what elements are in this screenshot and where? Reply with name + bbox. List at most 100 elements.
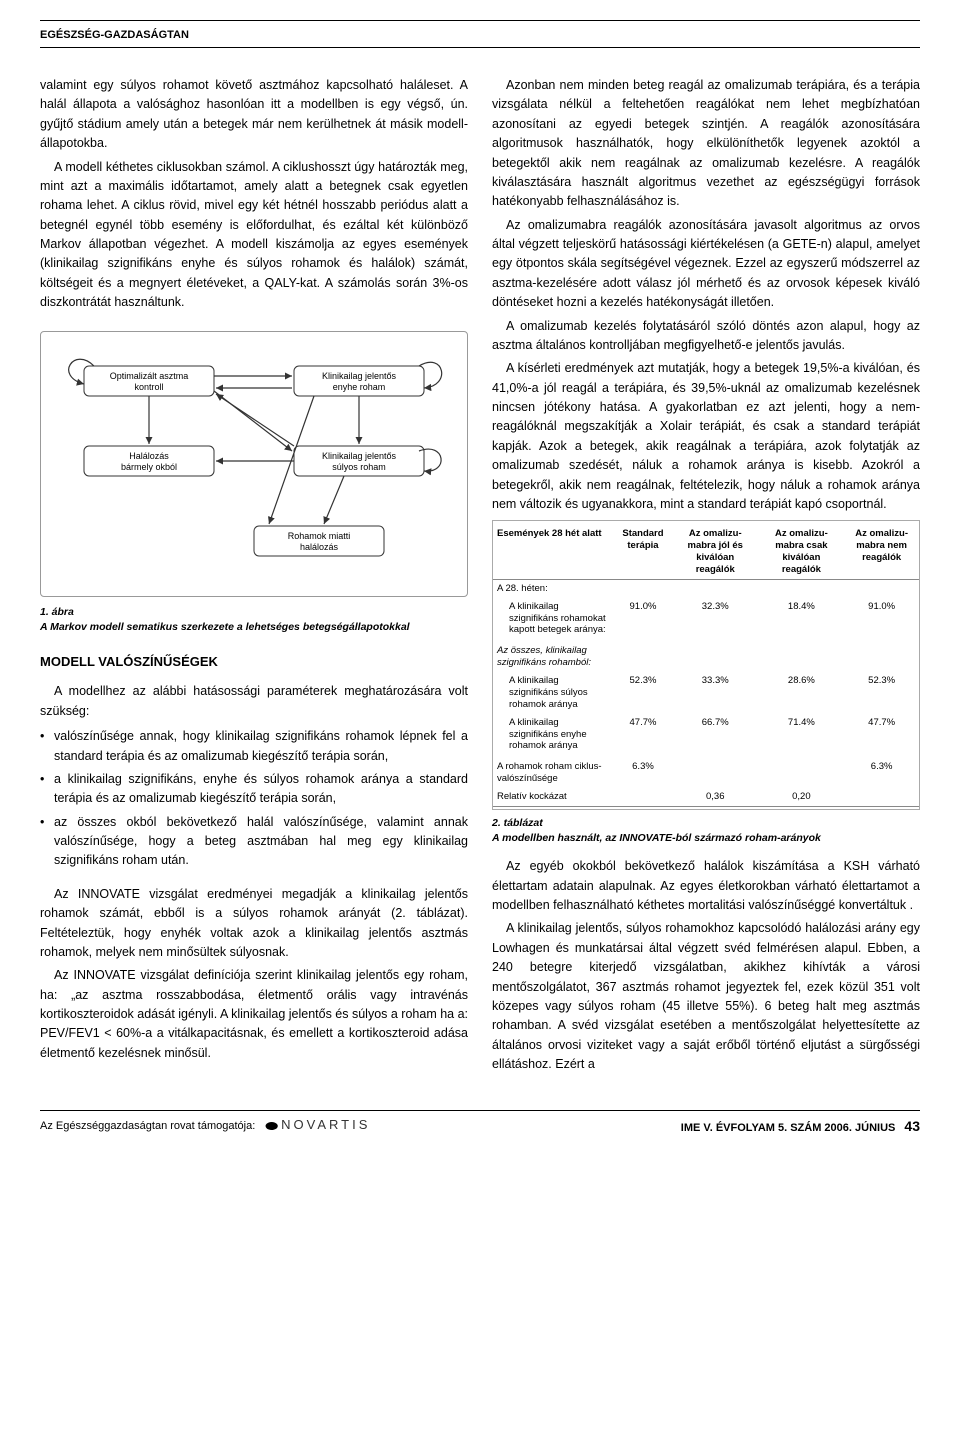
th-3: Az omalizu-mabra csak kiválóan reagálók [759,525,845,579]
table-row: A klinikailag szignifikáns enyhe rohamok… [493,714,919,756]
th-4: Az omalizu-mabra nem reagálók [844,525,919,579]
right-p5: Az egyéb okokból bekövetkező halálok kis… [492,857,920,915]
tab2-num: 2. táblázat [492,816,920,831]
right-p6: A klinikailag jelentős, súlyos rohamokho… [492,919,920,1074]
cell [672,755,759,788]
cell: 91.0% [614,598,672,640]
right-column: Azonban nem minden beteg reagál az omali… [492,76,920,1078]
row-label: Az összes, klinikailag szignifikáns roha… [493,639,614,672]
cell: 66.7% [672,714,759,756]
cell [844,579,919,597]
table-2-wrap: Események 28 hét alatt Standard terápia … [492,520,920,810]
cell: 6.3% [844,755,919,788]
bullet-2: a klinikailag szignifikáns, enyhe és súl… [40,770,468,809]
cell: 47.7% [614,714,672,756]
sponsor-name: NOVARTIS [281,1117,370,1132]
section-heading-probabilities: MODELL VALÓSZÍNŰSÉGEK [40,652,468,672]
row-label: A klinikailag szignifikáns rohamokat kap… [493,598,614,640]
row-label: A 28. héten: [493,579,614,597]
sponsor-logo: ⬬ NOVARTIS [265,1117,370,1135]
th-1: Standard terápia [614,525,672,579]
cell [614,579,672,597]
tab2-caption-text: A modellben használt, az INNOVATE-ból sz… [492,832,821,844]
row-label: Relatív kockázat [493,788,614,806]
bullet-3: az összes okból bekövetkező halál valósz… [40,813,468,871]
state-2-line1: Klinikailag jelentős [322,371,397,381]
right-p2: Az omalizumabra reagálók azonosítására j… [492,216,920,313]
table-row: A 28. héten: [493,579,919,597]
right-p4: A kísérleti eredmények azt mutatják, hog… [492,359,920,514]
left-p1: valamint egy súlyos rohamot követő asztm… [40,76,468,154]
cell: 71.4% [759,714,845,756]
markov-diagram: Optimalizált asztma kontroll Klinikailag… [40,331,468,597]
cell [614,639,672,672]
cell [759,579,845,597]
cell [614,788,672,806]
cell [672,579,759,597]
table-header-row: Események 28 hét alatt Standard terápia … [493,525,919,579]
table-row: Az összes, klinikailag szignifikáns roha… [493,639,919,672]
table-row: A klinikailag szignifikáns súlyos rohamo… [493,672,919,714]
state-2-line2: enyhe roham [333,382,386,392]
section-title: EGÉSZSÉG-GAZDASÁGTAN [40,29,189,41]
left-p4: Az INNOVATE vizsgálat eredményei megadjá… [40,885,468,963]
page-footer: Az Egészséggazdaságtan rovat támogatója:… [40,1110,920,1135]
cell: 33.3% [672,672,759,714]
footer-right: IME V. ÉVFOLYAM 5. SZÁM 2006. JÚNIUS 43 [681,1118,920,1134]
th-2: Az omalizu-mabra jól és kiválóan reagáló… [672,525,759,579]
cell: 6.3% [614,755,672,788]
sponsor-label: Az Egészséggazdaságtan rovat támogatója: [40,1120,255,1132]
page-number: 43 [904,1118,920,1134]
state-4-line1: Klinikailag jelentős [322,451,397,461]
cell: 91.0% [844,598,919,640]
cell: 52.3% [844,672,919,714]
cell: 0,20 [759,788,845,806]
figure-1: Optimalizált asztma kontroll Klinikailag… [40,331,468,635]
cell [844,788,919,806]
cell: 47.7% [844,714,919,756]
row-label: A klinikailag szignifikáns enyhe rohamok… [493,714,614,756]
table-body: A 28. héten:A klinikailag szignifikáns r… [493,579,919,806]
cell: 18.4% [759,598,845,640]
cell: 52.3% [614,672,672,714]
table-row: A klinikailag szignifikáns rohamokat kap… [493,598,919,640]
row-label: A rohamok roham ciklus-valószínűsége [493,755,614,788]
section-header: EGÉSZSÉG-GAZDASÁGTAN [40,20,920,48]
th-0: Események 28 hét alatt [493,525,614,579]
novartis-logo-icon: ⬬ [265,1118,278,1135]
body-columns: valamint egy súlyos rohamot követő asztm… [40,76,920,1078]
left-column: valamint egy súlyos rohamot követő asztm… [40,76,468,1078]
state-5-line2: halálozás [300,542,339,552]
probability-bullets: valószínűsége annak, hogy klinikailag sz… [40,727,468,871]
state-1-line1: Optimalizált asztma [110,371,189,381]
issue-info: IME V. ÉVFOLYAM 5. SZÁM 2006. JÚNIUS [681,1122,896,1134]
right-p1: Azonban nem minden beteg reagál az omali… [492,76,920,212]
state-4-line2: súlyos roham [332,462,386,472]
footer-left: Az Egészséggazdaságtan rovat támogatója:… [40,1117,370,1135]
state-1-line2: kontroll [134,382,163,392]
fig1-num: 1. ábra [40,605,468,620]
cell [759,639,845,672]
state-5-line1: Rohamok miatti [288,531,351,541]
cell [672,639,759,672]
cell: 0,36 [672,788,759,806]
fig1-caption-text: A Markov modell sematikus szerkezete a l… [40,621,410,633]
table-row: Relatív kockázat 0,360,20 [493,788,919,806]
cell [759,755,845,788]
cell: 32.3% [672,598,759,640]
table-row: A rohamok roham ciklus-valószínűsége6.3%… [493,755,919,788]
left-p2: A modell kéthetes ciklusokban számol. A … [40,158,468,313]
left-p5: Az INNOVATE vizsgálat definíciója szerin… [40,966,468,1063]
right-p3: A omalizumab kezelés folytatásáról szóló… [492,317,920,356]
state-3-line1: Halálozás [129,451,169,461]
bullet-1: valószínűsége annak, hogy klinikailag sz… [40,727,468,766]
table-2-caption: 2. táblázat A modellben használt, az INN… [492,816,920,845]
row-label: A klinikailag szignifikáns súlyos rohamo… [493,672,614,714]
diagram-svg: Optimalizált asztma kontroll Klinikailag… [53,346,455,576]
left-p3: A modellhez az alábbi hatásossági paramé… [40,682,468,721]
figure-1-caption: 1. ábra A Markov modell sematikus szerke… [40,605,468,634]
state-3-line2: bármely okból [121,462,177,472]
cell: 28.6% [759,672,845,714]
cell [844,639,919,672]
table-2: Események 28 hét alatt Standard terápia … [493,525,919,807]
